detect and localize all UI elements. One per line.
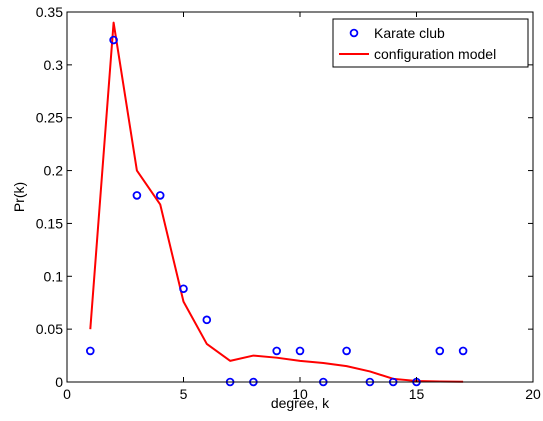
x-tick-label: 0 <box>63 386 71 402</box>
y-tick-label: 0.25 <box>36 110 63 126</box>
y-tick-label: 0.15 <box>36 215 63 231</box>
y-tick-label: 0 <box>55 374 63 390</box>
x-tick-label: 10 <box>292 386 308 402</box>
data-point-karate-club <box>179 284 188 294</box>
plot-background <box>67 12 533 382</box>
plot-area <box>67 12 533 382</box>
data-point-karate-club <box>155 191 165 200</box>
y-tick-label: 0.05 <box>36 321 63 337</box>
data-point-karate-club <box>295 346 305 356</box>
data-point-karate-club <box>458 346 468 356</box>
data-point-karate-club <box>109 35 118 45</box>
legend-box <box>332 18 529 68</box>
y-tick-label: 0.1 <box>44 268 64 284</box>
x-tick-label: 20 <box>525 386 541 402</box>
x-tick-label: 5 <box>180 386 188 402</box>
legend: Karate club configuration model <box>332 18 529 68</box>
data-point-karate-club <box>86 346 95 356</box>
x-axis-label: degree, k <box>271 395 330 411</box>
series-line-configuration-model <box>89 21 464 383</box>
data-point-karate-club <box>272 346 282 356</box>
legend-label-configuration-model: configuration model <box>374 46 496 62</box>
data-point-karate-club <box>435 346 445 356</box>
data-point-karate-club <box>202 315 212 325</box>
y-axis-label: Pr(k) <box>11 182 27 212</box>
legend-label-karate-club: Karate club <box>374 25 445 41</box>
y-tick-label: 0.3 <box>44 57 64 73</box>
data-point-karate-club <box>342 346 351 356</box>
y-tick-label: 0.35 <box>36 4 63 20</box>
legend-marker-karate-club <box>349 28 359 38</box>
y-tick-label: 0.2 <box>44 163 64 179</box>
x-tick-label: 15 <box>409 386 425 402</box>
ticks-layer: 0 5 10 15 20 0 0.05 0.1 0.15 0.2 0.25 0.3 0.35 <box>36 4 541 402</box>
data-point-karate-club <box>132 191 142 200</box>
